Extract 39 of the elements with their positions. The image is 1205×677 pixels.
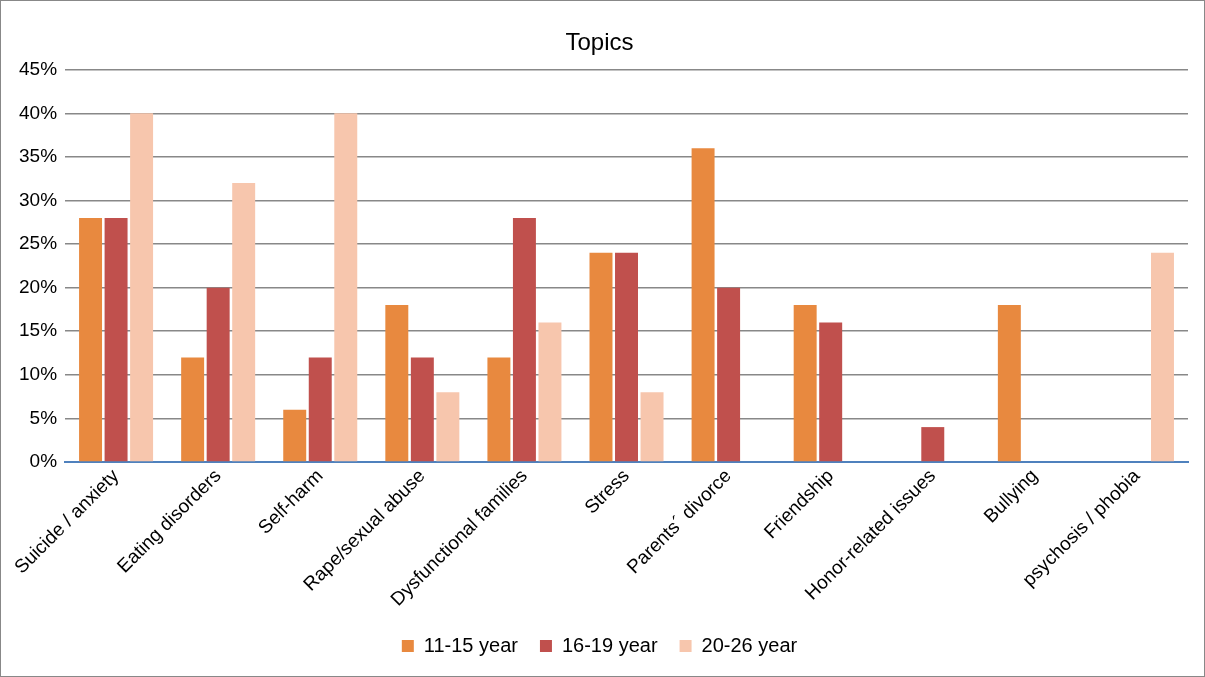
bar xyxy=(615,252,638,462)
y-tick-label: 20% xyxy=(19,275,58,297)
bar xyxy=(997,305,1021,462)
legend-label: 20-26 year xyxy=(701,633,798,656)
legend-label: 11-15 year xyxy=(423,633,519,656)
y-tick-label: 35% xyxy=(19,145,58,167)
bar xyxy=(717,287,741,462)
bar xyxy=(181,357,205,462)
bar xyxy=(308,357,332,462)
bar xyxy=(793,305,817,462)
y-tick-label: 5% xyxy=(29,406,58,428)
bar xyxy=(1150,252,1174,462)
bar xyxy=(691,148,715,462)
bar xyxy=(589,252,613,462)
bar xyxy=(334,113,358,462)
y-tick-label: 30% xyxy=(19,188,58,210)
bar xyxy=(79,217,103,462)
bar xyxy=(104,217,128,462)
bar xyxy=(385,305,409,462)
bar xyxy=(512,217,536,462)
bar xyxy=(410,357,434,462)
bar xyxy=(206,287,230,462)
bar xyxy=(538,322,562,462)
bar xyxy=(283,409,307,462)
y-tick-label: 15% xyxy=(19,319,58,341)
y-tick-label: 40% xyxy=(19,101,58,123)
bar xyxy=(819,322,843,462)
y-tick-label: 25% xyxy=(19,232,58,254)
y-tick-label: 10% xyxy=(19,363,58,385)
bar xyxy=(232,183,256,462)
bar xyxy=(436,392,460,462)
bar xyxy=(640,392,664,462)
y-tick-label: 0% xyxy=(29,450,58,472)
chart-title: Topics xyxy=(565,28,634,56)
bar xyxy=(921,427,945,462)
bar xyxy=(130,113,154,462)
legend-label: 16-19 year xyxy=(561,633,658,656)
y-tick-label: 45% xyxy=(19,58,58,80)
bar xyxy=(487,357,511,462)
